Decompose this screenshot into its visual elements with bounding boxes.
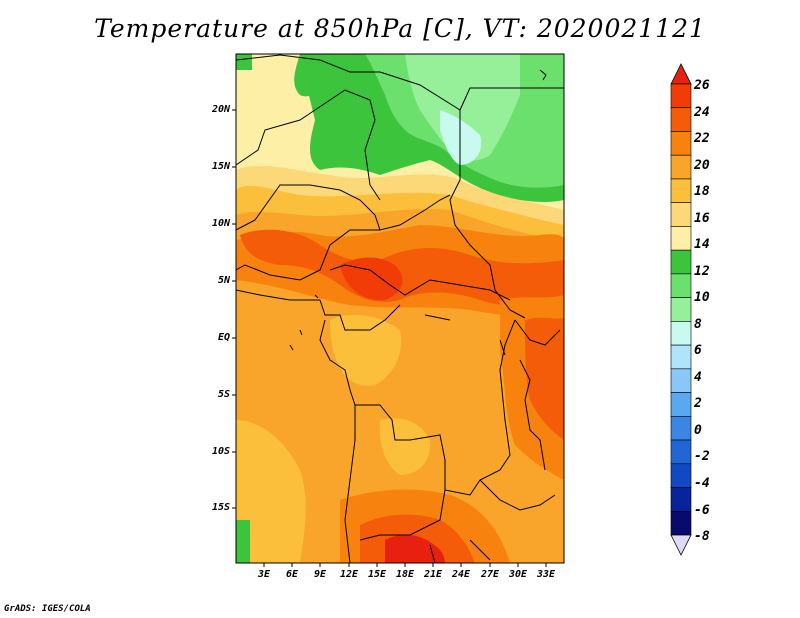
lon-label: 9E [313,569,327,580]
lon-label: 24E [451,569,471,580]
country-borders [236,54,564,563]
border-line [329,264,511,301]
colorbar-top-arrow [670,63,692,85]
patch-green-sw [236,520,250,563]
coastline [539,69,547,81]
grads-credit: GrADS: IGES/COLA [4,604,91,614]
map-title: Temperature at 850hPa [C], VT: 202002112… [94,14,706,43]
lake-outline [424,314,506,356]
colorbar-label: -2 [694,449,710,465]
colorbar-label: -4 [694,475,710,491]
colorbar-box [670,226,692,251]
lat-label: 5N [217,275,230,286]
colorbar-box [670,416,692,441]
band-4-6 [440,110,482,165]
colorbar-boxes [670,83,692,536]
colorbar-label: -6 [694,502,710,518]
lon-label: 6E [285,569,299,580]
colorbar-box [670,202,692,227]
colorbar-box [670,131,692,156]
colorbar-label: -8 [694,529,710,544]
band-6-8 [405,54,520,161]
lon-label: 18E [395,569,415,580]
island-coast [289,294,319,351]
lon-label: 30E [508,569,528,580]
colorbar-box [670,107,692,132]
colorbar-box [670,439,692,465]
colorbar-box [670,321,692,346]
colorbar-label: 2 [694,396,702,412]
colorbar-label: 6 [694,343,702,359]
lat-label: 15S [211,502,230,513]
border-line [344,405,356,563]
colorbar-box [670,487,692,512]
border-line [514,319,561,346]
lon-label: 33E [536,569,556,580]
band-east-24 [525,317,564,440]
colorbar-label: 16 [694,210,710,226]
colorbar-label: 14 [694,237,710,253]
border-line [429,544,436,563]
colorbar-label: 18 [694,184,710,200]
patch-central-18 [330,314,402,386]
colorbar-label: 0 [694,422,702,438]
colorbar-label: 12 [694,263,710,279]
band-24-26 [240,229,564,306]
border-line [469,539,491,561]
colorbar-box [670,297,692,322]
lat-label: 20N [211,104,230,115]
colorbar-label: 26 [694,78,710,93]
lat-label: 10N [211,218,230,229]
lat-label: 10S [211,446,230,457]
core-26-28 [340,257,403,301]
colorbar-box [670,344,692,370]
lon-label: 27E [480,569,500,580]
border-line [459,87,564,111]
lat-ticks [232,109,236,509]
lon-label: 3E [257,569,271,580]
temperature-field [236,54,564,563]
colorbar-box [670,249,692,275]
lat-label: 15N [211,161,230,172]
lon-ticks [263,563,547,567]
patch-green-corner [236,54,252,70]
colorbar-box [670,392,692,417]
border-line [319,319,516,496]
border-line [359,489,446,541]
border-line [319,299,401,331]
lon-label: 21E [423,569,443,580]
border-line [236,54,526,319]
colorbar-box [670,273,692,298]
colorbar-box [670,178,692,203]
colorbar-label: 10 [694,290,710,306]
patch-south-central-18 [379,418,431,475]
lat-label: EQ [217,332,230,343]
colorbar-label: 8 [694,316,702,332]
colorbar-label: 4 [694,369,702,385]
band-sw-18 [236,420,306,563]
lon-label: 15E [367,569,387,580]
border-line [379,194,451,231]
colorbar-box [670,463,692,488]
map-frame [235,53,565,564]
colorbar-label: 22 [694,131,710,147]
colorbar-label: 20 [694,157,710,173]
colorbar [670,63,692,556]
border-line [479,479,556,511]
colorbar-box [670,510,692,536]
border-line [236,289,320,301]
lat-label: 5S [217,389,230,400]
colorbar-box [670,83,692,109]
colorbar-bottom-arrow [670,534,692,556]
border-line [519,359,546,471]
band-south-26 [385,534,445,563]
colorbar-box [670,154,692,180]
border-line [236,89,381,201]
colorbar-label: 24 [694,104,710,120]
colorbar-box [670,368,692,393]
lon-label: 12E [339,569,359,580]
